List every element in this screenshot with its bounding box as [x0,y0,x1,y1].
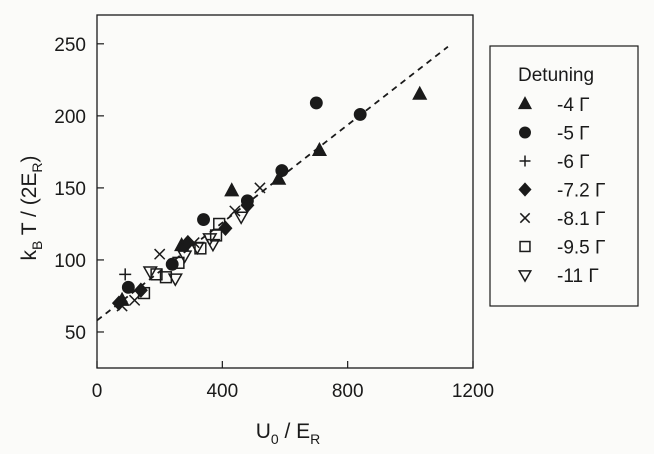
x-axis-label: U0 / ER [256,420,321,447]
x-tick-label: 400 [206,381,238,402]
legend-label: -11 Γ [557,266,599,287]
x-tick-label: 800 [332,381,364,402]
data-point-triangle-down [205,238,221,253]
legend-label: -7.2 Γ [557,181,605,202]
x-axis-label-sub2: R [310,431,320,447]
legend-item: -7.2 Γ [518,181,605,202]
legend-marker-plus [519,155,531,167]
x-axis-label-main: U [256,420,271,443]
legend-marker-triangle-down [517,270,533,283]
data-point-triangle-down [142,266,158,280]
legend-marker-triangle-up [517,96,533,110]
data-point-circle [275,164,289,178]
legend: Detuning -4 Γ-5 Γ-6 Γ-7.2 Γ-8.1 Γ-9.5 Γ-… [489,45,639,307]
data-point-circle [165,257,179,271]
data-point-triangle-down [189,241,205,256]
legend-marker-diamond [518,182,532,197]
data-point-square [137,286,151,300]
data-points [111,85,428,312]
data-point-triangle-up [311,141,328,156]
x-tick-label: 1200 [452,381,494,402]
data-point-square [150,268,163,281]
series-7 [142,211,249,287]
data-point-x [229,205,241,217]
y-tick-label: 150 [54,179,86,200]
legend-label: -8.1 Γ [557,209,605,230]
data-point-x [116,300,128,312]
data-point-circle [121,280,135,294]
legend-title: Detuning [518,65,594,86]
y-axis-label-main: k [18,250,41,261]
data-point-triangle-down [177,250,193,264]
series-4 [111,197,255,311]
data-point-square [172,256,185,269]
y-axis-label-close: ) [18,155,41,162]
axis-ticks: 0 400 800 1200 50 100 150 200 250 [54,35,494,402]
legend-label: -9.5 Γ [557,238,605,259]
legend-item: -5 Γ [519,124,590,145]
plot-area [96,14,474,369]
x-axis-label-sub: 0 [271,431,279,447]
data-point-circle [353,107,367,121]
legend-marker-square [519,240,531,253]
data-point-plus [119,268,132,281]
legend-marker-circle [519,126,531,139]
legend-items: -4 Γ -5 Γ -6 Γ -7.2 Γ -8.1 Γ -9.5 Γ -11 Γ [517,95,605,287]
data-point-triangle-down [233,211,249,225]
data-point-diamond [218,220,233,236]
series-2 [121,96,367,294]
series-6 [137,217,226,300]
legend-box [489,45,639,307]
legend-item: -9.5 Γ [519,238,605,259]
y-tick-label: 100 [54,251,86,272]
y-tick-label: 200 [54,107,86,128]
data-point-square [209,229,223,242]
y-axis-label-rest: T / (2E [18,173,41,241]
legend-item: -11 Γ [517,266,599,287]
x-tick-label: 0 [92,381,103,402]
legend-marker-x [519,212,531,224]
data-point-triangle-up [224,182,240,197]
data-point-triangle-up [271,170,287,185]
y-axis-label-sub2: R [29,162,45,172]
legend-label: -4 Γ [557,95,590,116]
data-point-circle [309,96,323,110]
data-point-diamond [133,282,148,298]
plot-frame [96,14,474,369]
legend-item: -6 Γ [519,152,590,173]
data-point-x [154,248,166,260]
y-axis-label-sub: B [29,241,45,250]
legend-item: -4 Γ [517,95,590,116]
data-point-triangle-down [167,273,183,287]
y-tick-label: 50 [65,323,86,344]
data-point-circle [197,213,210,227]
data-point-x [254,182,266,194]
data-point-triangle-up [412,85,428,100]
series-3 [119,268,132,281]
series-5 [116,182,266,312]
x-axis-label-rest: / E [279,420,311,443]
y-tick-label: 250 [54,35,86,56]
legend-item: -8.1 Γ [519,209,605,230]
legend-label: -5 Γ [557,124,590,145]
y-axis-label: kB T / (2ER) [18,155,45,260]
legend-label: -6 Γ [557,152,590,173]
